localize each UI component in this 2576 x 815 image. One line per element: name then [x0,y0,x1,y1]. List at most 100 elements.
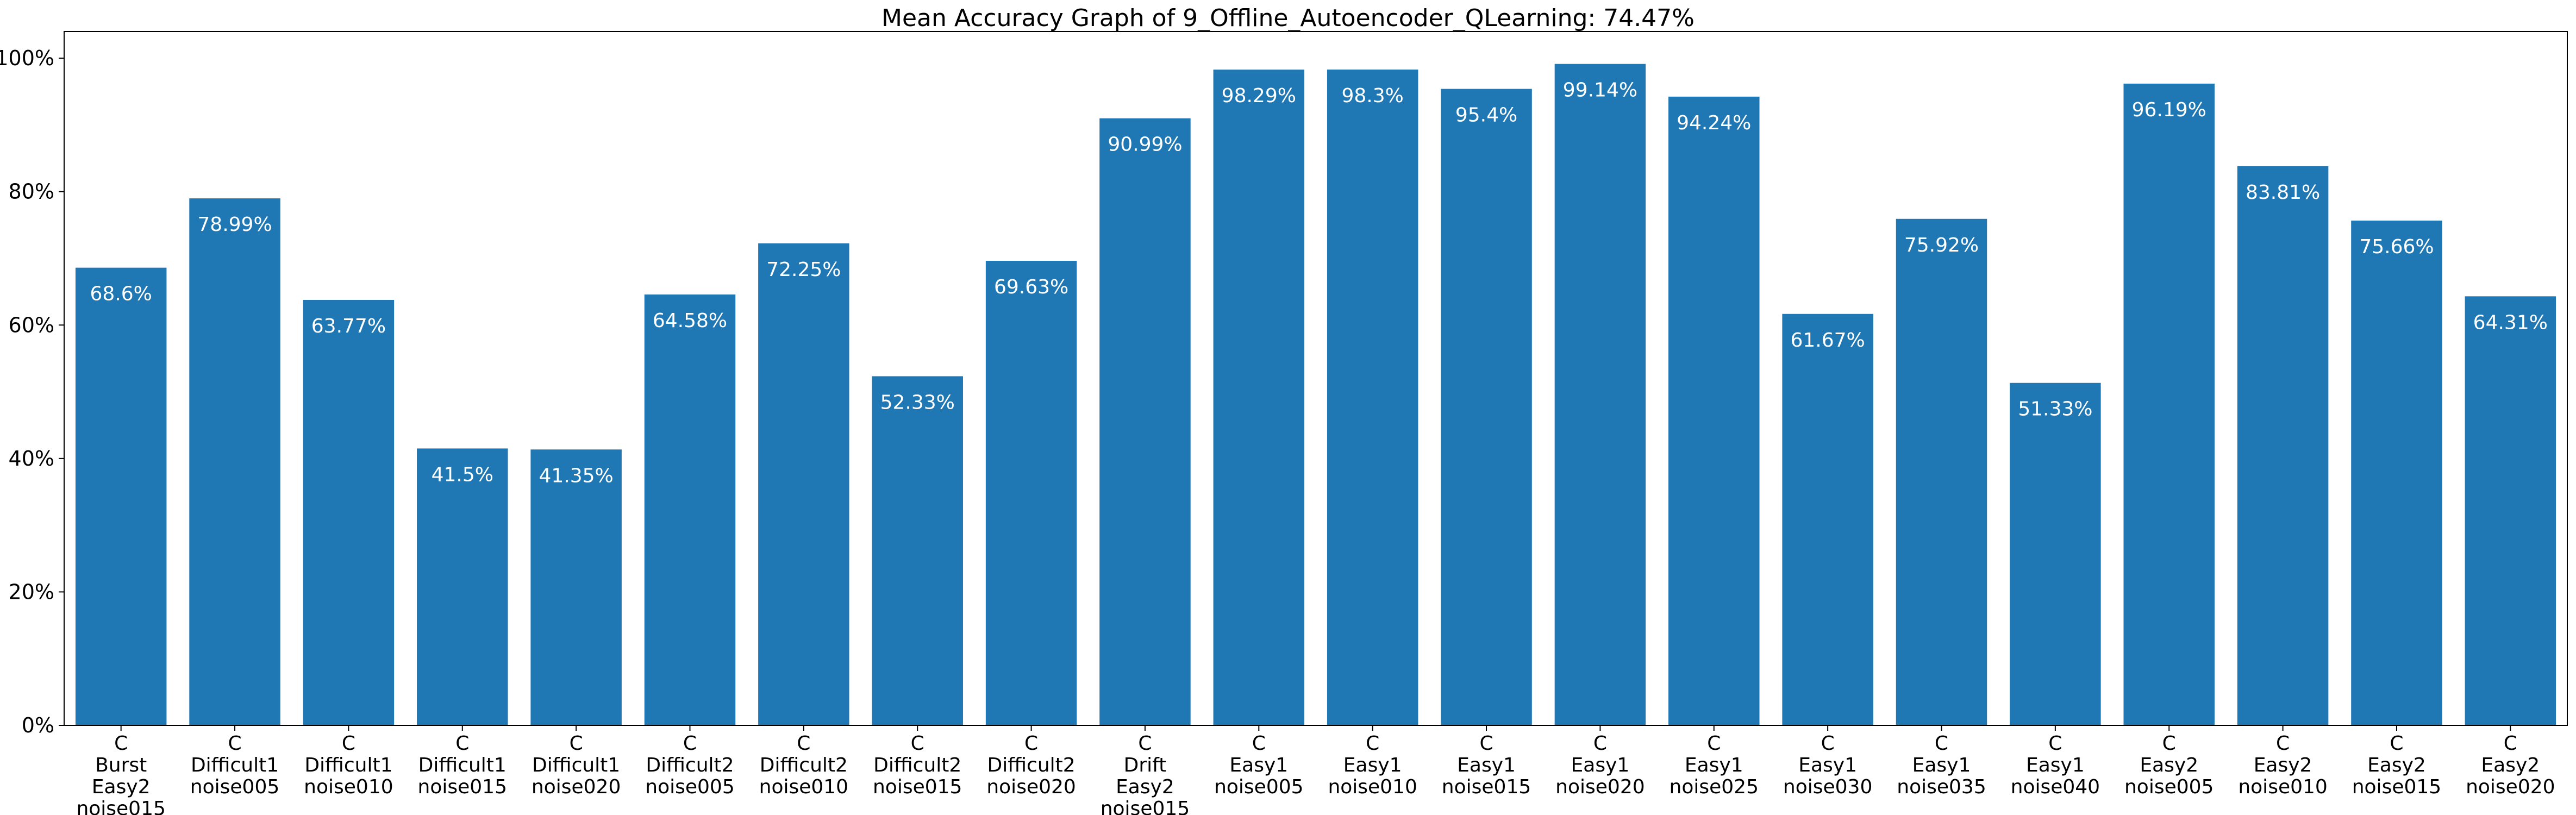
x-tick-label: C Difficult1 noise010 [304,732,393,798]
x-tick-label-line: noise010 [759,776,848,798]
y-tick-label: 100% [0,46,54,70]
bar [2123,83,2215,725]
x-tick-label-line: C [1252,732,1266,755]
x-tick-label-line: Easy1 [1343,754,1402,776]
x-tick-label-line: Drift [1124,754,1167,776]
x-tick-label-line: noise010 [1328,776,1417,798]
bars-layer [75,64,2556,726]
x-tick-label-line: noise005 [645,776,734,798]
bar [75,267,167,725]
x-tick-label-line: noise015 [418,776,507,798]
x-tick-label: C Difficult2 noise015 [873,732,962,798]
bar [1213,70,1305,726]
x-tick-label-line: Easy2 [1116,776,1174,798]
bar-data-label: 51.33% [2018,398,2092,421]
x-tick-label-line: Easy2 [2140,754,2198,776]
x-tick-label-line: C [455,732,469,755]
x-tick-label-line: C [2048,732,2062,755]
x-tick-label-line: Difficult1 [191,754,279,776]
x-tick-label-line: C [2276,732,2290,755]
chart-title: Mean Accuracy Graph of 9_Offline_Autoenc… [881,4,1695,32]
bar [1554,64,1646,726]
bar-data-label: 41.5% [432,463,493,486]
bar-data-label: 96.19% [2132,99,2206,121]
x-tick-label-line: noise020 [1555,776,1645,798]
bar [1441,89,1532,725]
x-tick-label: C Easy1 noise025 [1670,732,1759,798]
bar [1896,218,1987,725]
x-tick-label-line: noise015 [1442,776,1531,798]
bar-data-label: 78.99% [197,214,272,236]
x-tick-label-line: noise005 [190,776,279,798]
x-tick-label: C Difficult2 noise010 [759,732,848,798]
x-tick-label-line: noise040 [2011,776,2100,798]
x-tick-label-line: C [797,732,810,755]
y-tick-label: 60% [9,313,54,337]
bar [758,243,849,725]
x-tick-label: C Easy2 noise020 [2466,732,2555,798]
x-tick-label-line: noise035 [1897,776,1986,798]
x-tick-label-line: noise005 [2124,776,2214,798]
bar [1782,314,1873,725]
x-tick-label-line: Difficult2 [760,754,848,776]
x-tick-label-line: C [1138,732,1152,755]
x-tick-label-line: noise015 [1101,798,1190,815]
x-tick-label: C Easy2 noise010 [2238,732,2327,798]
bar [2465,296,2556,725]
x-tick-label-line: Easy1 [1571,754,1630,776]
bar-data-label: 72.25% [766,259,841,281]
y-tick-label: 0% [22,713,54,737]
data-labels-layer: 68.6% 78.99% 63.77% 41.5% 41.35% 64.58% 72.25%… [90,79,2547,487]
x-tick-label-line: Easy1 [1798,754,1857,776]
x-tick-label: C Easy1 noise035 [1897,732,1986,798]
x-tick-label-line: Difficult2 [646,754,734,776]
x-tick-label-line: C [570,732,583,755]
bar [872,376,963,725]
bar [303,299,395,725]
bar-data-label: 41.35% [539,465,613,487]
x-tick-label: C Difficult2 noise020 [986,732,1076,798]
x-tick-label-line: Easy2 [2254,754,2312,776]
bar-data-label: 68.6% [90,283,152,305]
x-tick-label-line: C [1366,732,1379,755]
x-tick-label: C Difficult1 noise020 [532,732,621,798]
bar [2351,220,2442,725]
x-tick-label: C Easy1 noise020 [1555,732,1645,798]
x-tick-label-line: C [1821,732,1835,755]
x-tick-label-line: C [1935,732,1948,755]
x-tick-label-line: C [2162,732,2176,755]
x-tick-label-line: noise015 [2352,776,2441,798]
x-tick-label-line: C [1024,732,1038,755]
bar-data-label: 95.4% [1455,104,1517,127]
y-tick-label: 40% [9,447,54,471]
bar [2237,166,2329,725]
x-tick-label-line: noise015 [873,776,962,798]
x-tick-label: C Easy1 noise015 [1442,732,1531,798]
x-tick-label-line: Easy2 [92,776,151,798]
x-tick-label-line: Difficult2 [873,754,961,776]
x-tick-label-line: Easy1 [2026,754,2085,776]
bar-data-label: 75.92% [1904,234,1979,256]
bar-data-label: 64.58% [653,310,727,332]
x-tick-label-line: noise010 [304,776,393,798]
x-tick-label-line: C [114,732,128,755]
x-tick-label-line: C [2504,732,2517,755]
plot-frame [64,31,2568,726]
x-tick-label-line: Easy1 [1685,754,1743,776]
bar-data-label: 98.29% [1222,85,1296,107]
x-tick-label-line: Easy2 [2481,754,2540,776]
bar [1668,96,1760,725]
x-tick-label-line: Easy1 [1912,754,1971,776]
x-tick-label-line: C [1593,732,1607,755]
x-tick-label-line: noise030 [1783,776,1872,798]
x-tick-label-line: C [1707,732,1721,755]
y-tick-label: 80% [9,180,54,204]
x-tick-label-line: Difficult1 [532,754,620,776]
bar [189,198,280,725]
x-tick-label-line: C [911,732,924,755]
bar-data-label: 98.3% [1341,85,1403,107]
x-tick-label-line: Easy2 [2367,754,2426,776]
bar [644,294,736,725]
